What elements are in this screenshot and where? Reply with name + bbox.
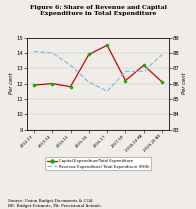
Legend: Capital Expenditure/Total Expenditure, Revenue Expenditure/ Total Expenditure (R: Capital Expenditure/Total Expenditure, R… (45, 157, 151, 171)
Y-axis label: Per cent: Per cent (9, 73, 14, 94)
Text: Source: Union Budget Documents & CGA
BE: Budget Estimate, PA: Provisional Actual: Source: Union Budget Documents & CGA BE:… (8, 199, 102, 208)
Text: Figure 6: Share of Revenue and Capital
Expenditure in Total Expenditure: Figure 6: Share of Revenue and Capital E… (30, 5, 166, 16)
Y-axis label: Per cent: Per cent (182, 73, 187, 94)
